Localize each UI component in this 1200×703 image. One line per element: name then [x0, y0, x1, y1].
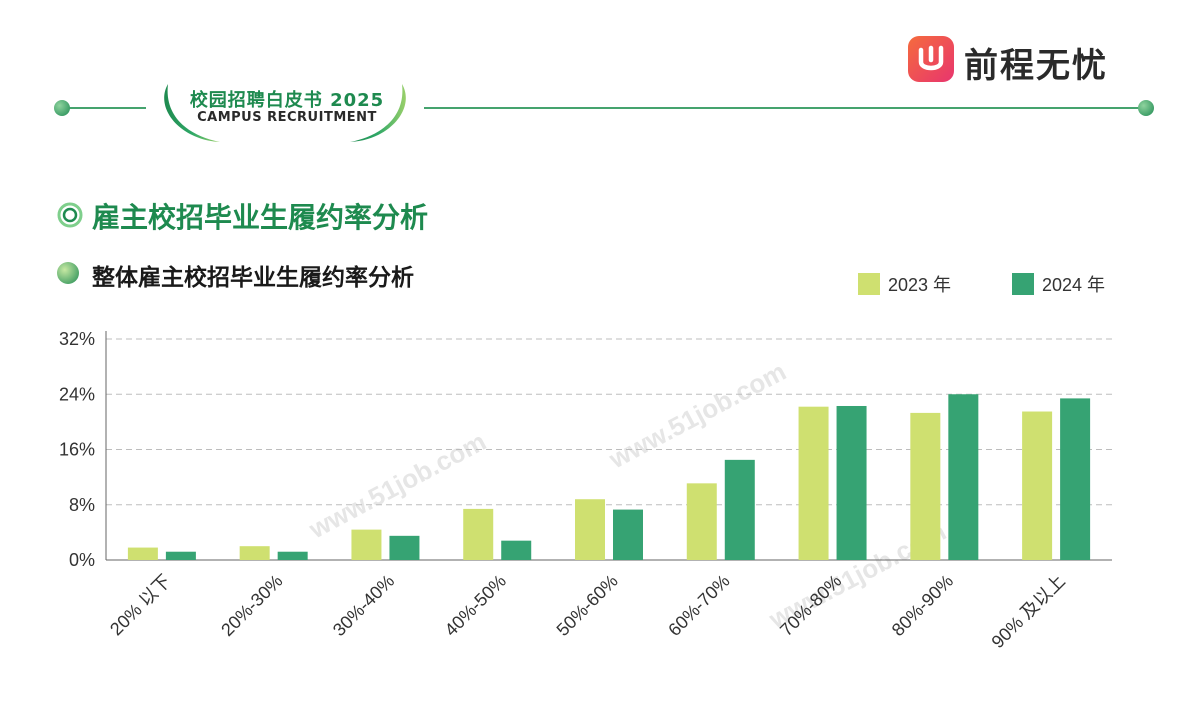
- x-tick-label: 90% 及以上: [988, 571, 1069, 652]
- bar-2023: [575, 499, 605, 560]
- bar-2024: [165, 551, 196, 560]
- legend-item-2024: 2024 年: [1012, 271, 1105, 297]
- bar-2024: [1060, 398, 1091, 560]
- badge-subtitle: CAMPUS RECRUITMENT: [197, 110, 377, 125]
- section-ring-icon: [57, 202, 83, 228]
- y-tick-label: 16%: [59, 440, 95, 460]
- bar-2023: [910, 412, 941, 560]
- bar-2023: [686, 483, 717, 560]
- whitepaper-badge: 校园招聘白皮书 2025 CAMPUS RECRUITMENT: [150, 78, 420, 148]
- chart-title: 整体雇主校招毕业生履约率分析: [92, 265, 414, 291]
- bar-2023: [1022, 411, 1053, 560]
- x-tick-label: 20%-30%: [217, 571, 286, 640]
- bar-2023: [463, 508, 494, 560]
- bar-2024: [724, 459, 755, 560]
- bar-2024: [613, 509, 643, 560]
- bar-2023: [127, 547, 158, 560]
- x-tick-label: 60%-70%: [664, 571, 733, 640]
- header-dot-left: [54, 100, 70, 116]
- bar-2024: [501, 540, 532, 560]
- logo-icon: [908, 36, 954, 82]
- x-tick-label: 80%-90%: [888, 571, 957, 640]
- header-dot-right: [1138, 100, 1154, 116]
- bar-2023: [351, 529, 382, 560]
- bar-2024: [836, 405, 867, 560]
- bar-2023: [798, 406, 829, 560]
- x-tick-label: 50%-60%: [552, 571, 621, 640]
- bar-2023: [239, 546, 270, 560]
- x-tick-label: 30%-40%: [329, 571, 398, 640]
- x-tick-label: 70%-80%: [776, 571, 845, 640]
- y-tick-label: 32%: [59, 329, 95, 349]
- bar-2024: [277, 551, 308, 560]
- y-tick-label: 0%: [69, 550, 95, 570]
- legend-label-2024: 2024 年: [1042, 275, 1106, 295]
- legend-swatch-2023: [858, 273, 880, 295]
- logo-text: 前程无忧: [964, 46, 1108, 86]
- x-tick-label: 40%-50%: [441, 571, 510, 640]
- y-tick-label: 24%: [59, 384, 95, 404]
- header-line-left: [60, 107, 146, 109]
- bar-2024: [389, 535, 420, 560]
- legend-swatch-2024: [1012, 273, 1034, 295]
- subtitle-dot-icon: [57, 262, 79, 284]
- badge-title: 校园招聘白皮书 2025: [189, 90, 385, 111]
- header-line-right: [424, 107, 1148, 109]
- bar-2024: [948, 394, 979, 560]
- y-tick-label: 8%: [69, 495, 95, 515]
- x-tick-label: 20% 以下: [106, 571, 175, 640]
- legend-label-2023: 2023 年: [888, 275, 952, 295]
- section-title: 雇主校招毕业生履约率分析: [92, 201, 429, 234]
- legend-item-2023: 2023 年: [858, 271, 951, 297]
